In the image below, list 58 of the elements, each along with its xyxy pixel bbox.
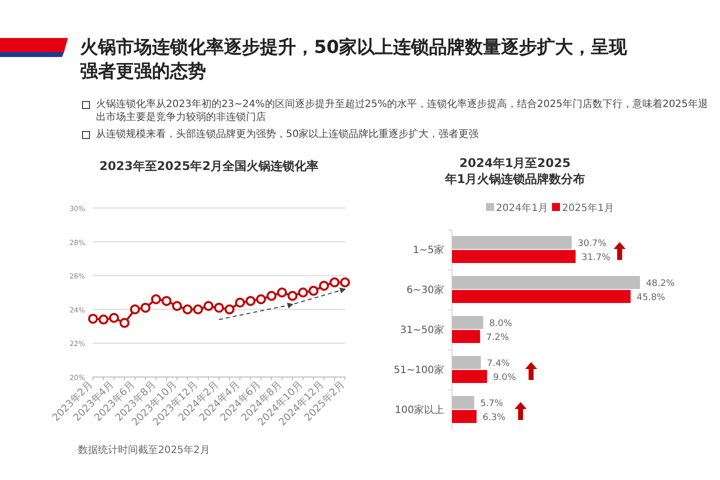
data-label: 7.2% [486,333,510,343]
y-tick-label: 100家以上 [394,404,444,416]
bar [452,236,572,249]
bar [452,410,477,423]
point [172,301,182,312]
chart-title: 2024年1月至2025年1月火锅连锁品牌数分布 [444,156,586,186]
data-label: 45.8% [636,293,666,303]
bar [452,370,488,383]
point [120,318,130,328]
data-label: 9.0% [493,373,516,383]
point [235,298,245,308]
point [308,286,318,296]
text: 数据统计时间截至2025年2月 [78,444,210,456]
point [193,304,203,314]
point [182,304,192,314]
bar [452,290,631,303]
y-tick-label: 31~50家 [400,324,444,336]
data-label: 48.2% [646,279,676,289]
point [224,304,234,314]
bar [452,356,481,369]
point [151,294,161,304]
y-tick-label: 1~5家 [412,244,444,256]
legend-label: 2024年1月 [496,202,548,214]
point [130,304,140,314]
bar [452,276,640,289]
point [319,280,329,291]
point [340,277,350,288]
point [288,290,298,301]
data-label: 8.0% [489,319,513,329]
data-label: 30.7% [578,239,607,249]
point [162,296,172,306]
data-label: 7.4% [486,359,510,369]
point [109,312,119,323]
point [140,302,150,313]
point [88,314,98,324]
y-tick-label: 6~30家 [406,284,444,296]
data-label: 31.7% [582,253,611,263]
text: 火锅连锁化率从2023年初的23~24%的区间逐步提升至超过25%的水平，连锁化率逐步提高，结合2025年门店数下行，意味着2025年退出市场主要是竞争力较弱的非连锁门店 [95,98,709,124]
legend-label: 2025年1月 [562,202,614,214]
data-label: 5.7% [480,399,504,409]
text: 从连锁规模来看，头部连锁品牌更为强势，50家以上连锁品牌比重逐步扩大，强者更强 [95,128,480,141]
bar [452,330,480,343]
data-label: 6.3% [482,413,506,423]
y-tick-label: 51~100家 [394,364,444,376]
point [246,296,256,306]
bar [452,396,474,409]
point [98,314,108,325]
point [214,302,224,313]
point [266,290,276,301]
bar [452,250,576,263]
point [256,294,266,304]
chart-title: 2023年至2025年2月全国火锅连锁化率 [99,159,319,173]
point [277,288,287,298]
bar [452,316,484,329]
point [330,277,340,288]
text: 火锅市场连锁化率逐步提升，50家以上连锁品牌数量逐步扩大，呈现强者更强的态势 [80,36,628,84]
point [204,301,214,312]
point [298,288,308,298]
